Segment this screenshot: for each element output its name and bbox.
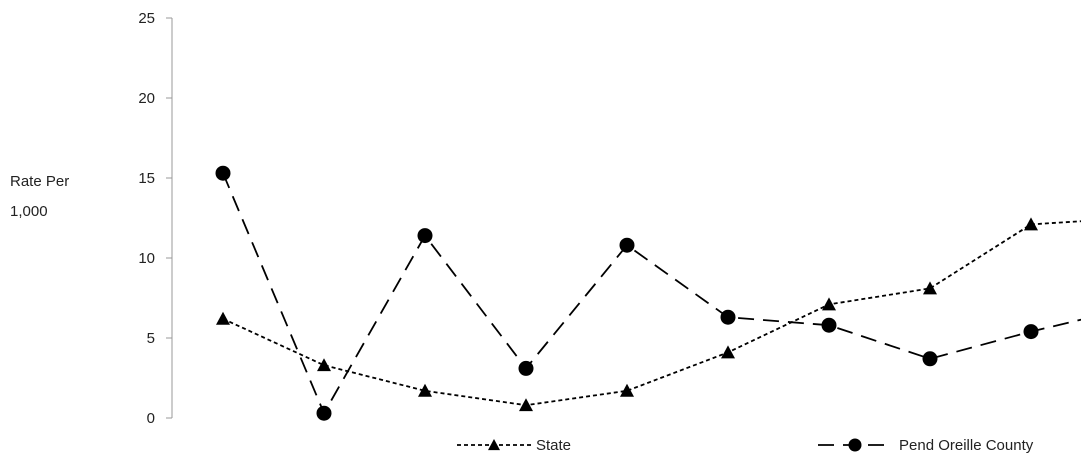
y-axis-label: Rate Per 1,000 (10, 173, 69, 220)
data-point (215, 165, 231, 181)
y-tick-label: 0 (147, 410, 155, 427)
legend-marker (488, 439, 500, 451)
legend-item: Pend Oreille County (818, 437, 1034, 454)
data-point (1023, 324, 1039, 340)
legend-item: State (457, 437, 571, 454)
y-tick-label: 20 (138, 90, 155, 107)
data-point (821, 317, 837, 333)
data-point (721, 345, 735, 359)
data-point (216, 311, 230, 325)
data-point (923, 281, 937, 295)
y-tick-label: 10 (138, 250, 155, 267)
legend-label: State (536, 437, 571, 454)
data-point (620, 383, 634, 397)
series-state (216, 217, 1081, 412)
data-point (822, 297, 836, 311)
data-point (417, 228, 433, 244)
data-point (418, 383, 432, 397)
series-line (222, 172, 1081, 416)
y-tick-label: 25 (138, 10, 155, 27)
data-point (519, 398, 533, 412)
data-point (720, 309, 736, 325)
data-point (317, 358, 331, 372)
y-tick-label: 15 (138, 170, 155, 187)
series-line (222, 220, 1081, 407)
legend: State Pend Oreille County (457, 437, 1034, 454)
y-tick-label: 5 (147, 330, 155, 347)
legend-marker (848, 438, 862, 452)
legend-label: Pend Oreille County (899, 437, 1034, 454)
data-point (1024, 217, 1038, 231)
axes: 0 5 10 15 20 25 (138, 10, 173, 427)
series-layer (215, 165, 1081, 421)
data-point (316, 405, 332, 421)
data-point (922, 351, 938, 367)
y-axis-label-line-2: 1,000 (10, 203, 48, 220)
data-point (518, 360, 534, 376)
data-point (619, 237, 635, 253)
series-county (215, 165, 1081, 421)
y-axis-label-line-1: Rate Per (10, 173, 69, 190)
